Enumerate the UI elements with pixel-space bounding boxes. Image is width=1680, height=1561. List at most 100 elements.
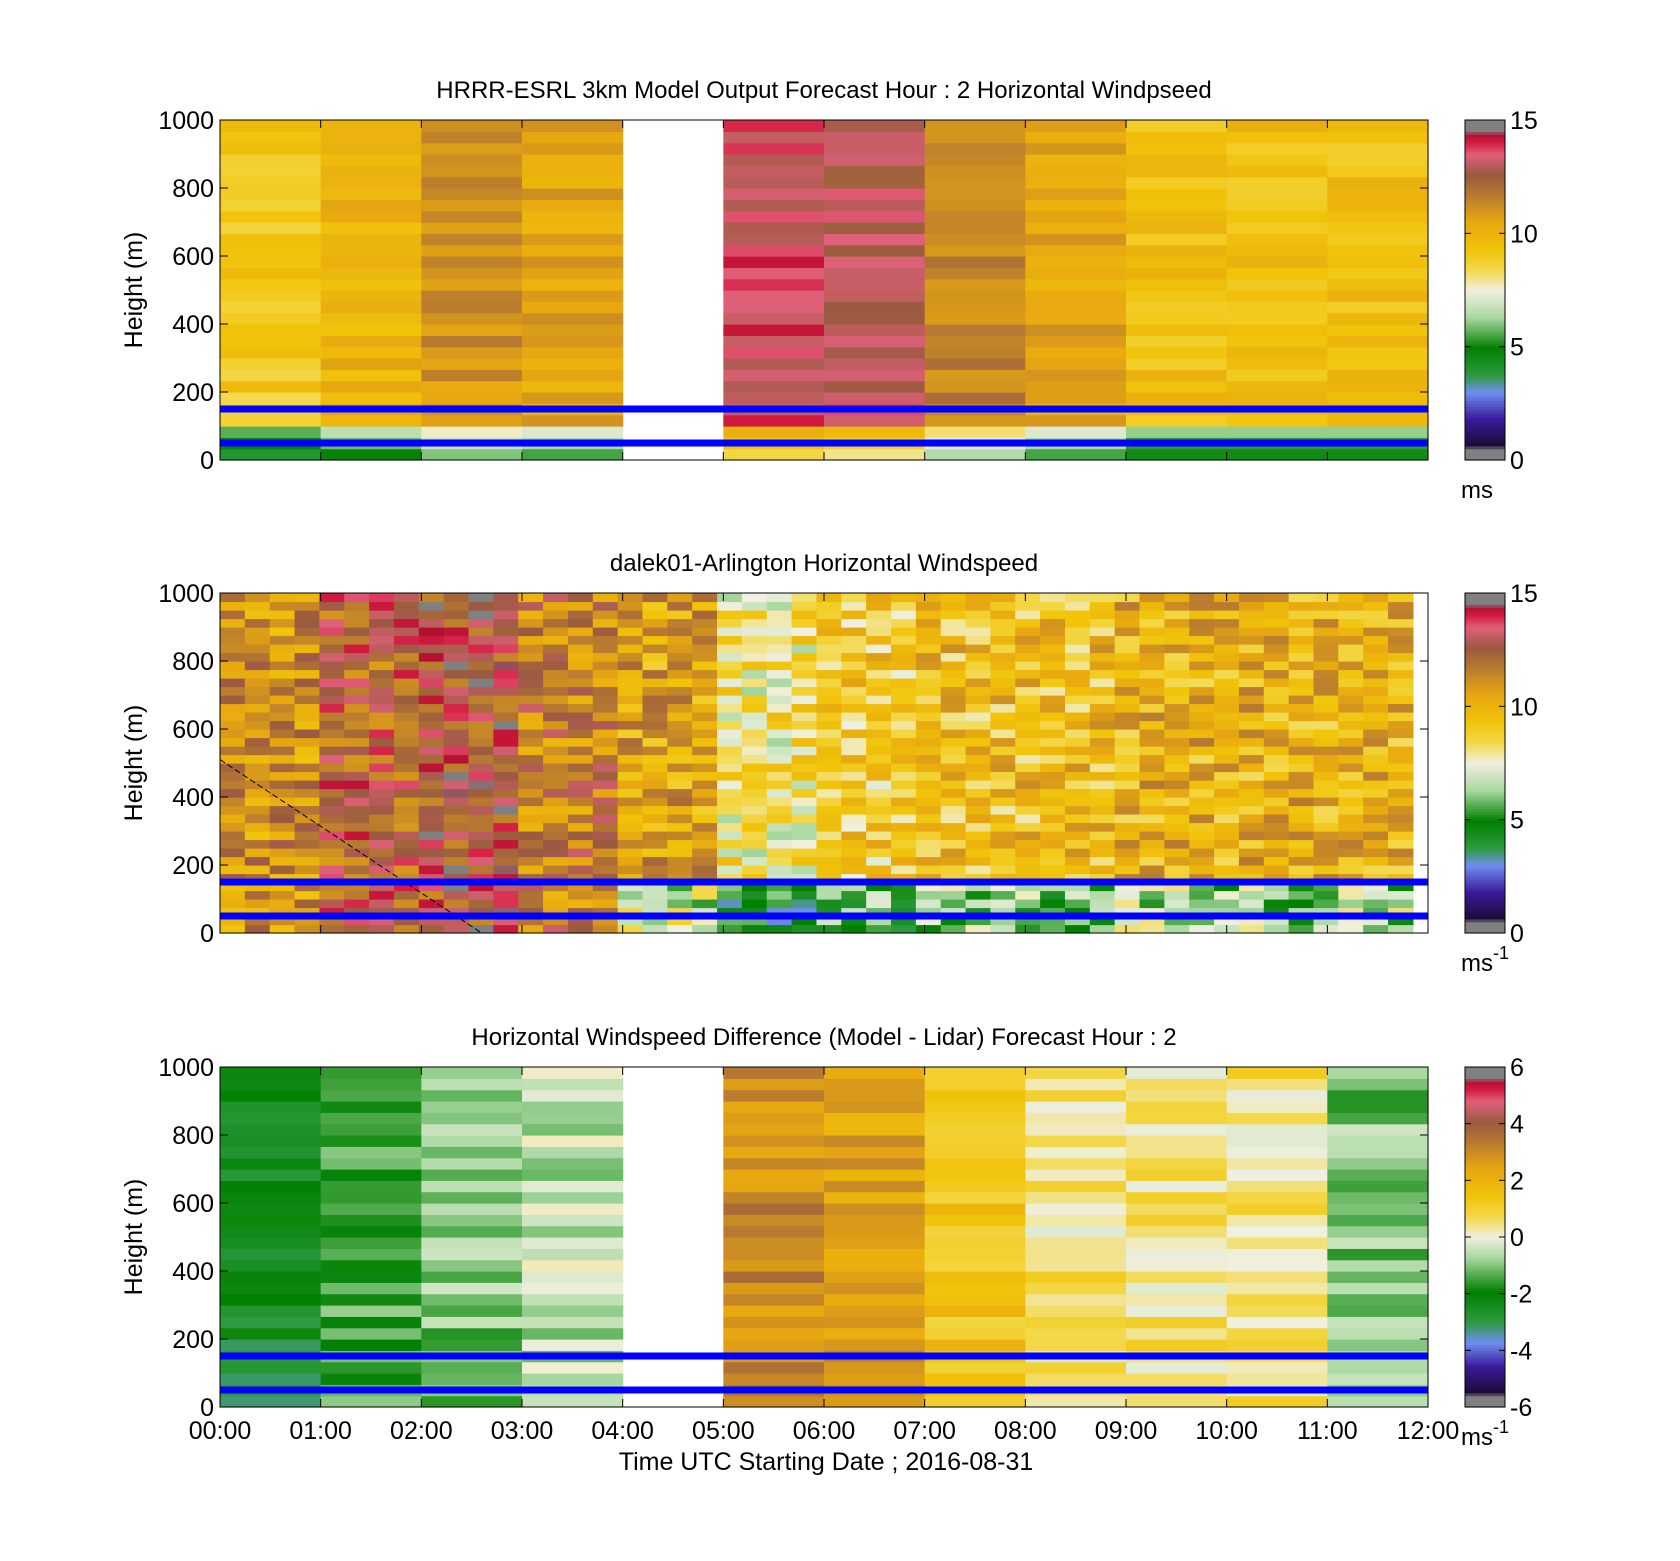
- heatmap-cell: [1126, 1169, 1228, 1181]
- heatmap-cell: [543, 907, 569, 917]
- heatmap-cell: [940, 865, 967, 875]
- colorbar-segment: [1465, 236, 1505, 240]
- heatmap-cell: [717, 814, 743, 824]
- heatmap-cell: [220, 244, 322, 257]
- heatmap-cell: [1089, 593, 1116, 603]
- y-axis-label: Height (m): [120, 705, 148, 822]
- heatmap-cell: [723, 369, 825, 382]
- heatmap-cell: [1238, 678, 1265, 688]
- heatmap-cell: [1363, 788, 1389, 798]
- heatmap-cell: [791, 686, 818, 696]
- heatmap-cell: [617, 848, 644, 858]
- heatmap-cell: [522, 1339, 624, 1351]
- colorbar-segment: [1465, 205, 1505, 209]
- heatmap-cell: [841, 771, 867, 781]
- heatmap-cell: [891, 601, 917, 611]
- heatmap-cell: [692, 737, 718, 747]
- heatmap-cell: [294, 856, 321, 866]
- heatmap-cell: [741, 873, 768, 883]
- heatmap-cell: [468, 661, 494, 671]
- heatmap-cell: [1214, 746, 1240, 756]
- heatmap-cell: [1015, 661, 1041, 671]
- heatmap-cell: [393, 788, 420, 798]
- heatmap-cell: [866, 635, 892, 645]
- heatmap-cell: [393, 661, 420, 671]
- heatmap-cell: [1139, 907, 1165, 917]
- heatmap-cell: [1139, 924, 1165, 934]
- heatmap-cell: [543, 729, 569, 739]
- heatmap-cell: [915, 831, 942, 841]
- heatmap-cell: [1025, 188, 1127, 200]
- colorbar-segment: [1465, 785, 1505, 790]
- heatmap-cell: [766, 848, 793, 858]
- heatmap-cell: [421, 1123, 523, 1136]
- heatmap-cell: [965, 618, 992, 628]
- heatmap-cell: [1214, 737, 1240, 747]
- heatmap-cell: [1189, 839, 1215, 849]
- heatmap-cell: [1064, 712, 1091, 722]
- heatmap-cell: [220, 1214, 322, 1227]
- heatmap-cell: [244, 865, 271, 875]
- heatmap-cell: [1214, 601, 1240, 611]
- heatmap-cell: [567, 652, 594, 662]
- heatmap-cell: [1313, 856, 1339, 866]
- heatmap-cell: [220, 899, 246, 909]
- colorbar-segment: [1465, 207, 1505, 212]
- heatmap-cell: [741, 737, 768, 747]
- heatmap-cell: [1226, 1135, 1328, 1147]
- colorbar-segment: [1465, 352, 1505, 356]
- heatmap-cell: [1040, 686, 1066, 696]
- heatmap-cell: [319, 678, 345, 688]
- heatmap-cell: [522, 1112, 624, 1125]
- heatmap-cell: [1089, 797, 1116, 807]
- heatmap-cell: [1363, 763, 1389, 773]
- heatmap-cell: [1363, 831, 1389, 841]
- heatmap-cell: [220, 1203, 322, 1215]
- heatmap-cell: [741, 746, 768, 756]
- heatmap-cell: [723, 176, 825, 189]
- heatmap-cell: [791, 848, 818, 858]
- heatmap-cell: [841, 652, 867, 662]
- heatmap-cell: [891, 822, 917, 832]
- heatmap-cell: [866, 686, 892, 696]
- heatmap-cell: [244, 695, 271, 705]
- heatmap-cell: [1327, 346, 1429, 359]
- heatmap-cell: [1139, 695, 1165, 705]
- heatmap-cell: [642, 899, 668, 909]
- colorbar-segment: [1465, 833, 1505, 838]
- heatmap-cell: [741, 839, 768, 849]
- heatmap-cell: [1089, 669, 1116, 679]
- heatmap-cell: [1189, 856, 1215, 866]
- heatmap-cell: [1288, 805, 1315, 815]
- heatmap-cell: [667, 678, 693, 688]
- heatmap-cell: [1114, 763, 1141, 773]
- heatmap-cell: [320, 1146, 422, 1159]
- heatmap-cell: [493, 814, 519, 824]
- heatmap-cell: [319, 746, 345, 756]
- heatmap-cell: [592, 644, 619, 654]
- heatmap-cell: [642, 746, 668, 756]
- heatmap-cell: [816, 856, 842, 866]
- heatmap-cell: [1327, 1089, 1429, 1102]
- heatmap-cell: [543, 805, 569, 815]
- heatmap-cell: [924, 380, 1026, 393]
- heatmap-cell: [592, 754, 619, 764]
- heatmap-cell: [220, 797, 246, 807]
- heatmap-cell: [493, 661, 519, 671]
- heatmap-cell: [1327, 301, 1429, 314]
- colorbar-frame: [1464, 592, 1506, 934]
- heatmap-cell: [617, 771, 644, 781]
- heatmap-cells: [220, 593, 1414, 934]
- heatmap-cell: [1025, 1339, 1127, 1351]
- heatmap-cell: [320, 1271, 422, 1283]
- heatmap-cell: [393, 720, 420, 730]
- heatmap-cell: [766, 899, 793, 909]
- colorbar-segment: [1465, 1239, 1505, 1244]
- heatmap-cell: [667, 712, 693, 722]
- heatmap-cell: [1164, 780, 1190, 790]
- heatmap-cell: [369, 873, 395, 883]
- heatmap-cell: [617, 916, 644, 926]
- heatmap-cell: [1226, 346, 1328, 359]
- heatmap-cell: [1064, 924, 1091, 934]
- heatmap-cell: [741, 865, 768, 875]
